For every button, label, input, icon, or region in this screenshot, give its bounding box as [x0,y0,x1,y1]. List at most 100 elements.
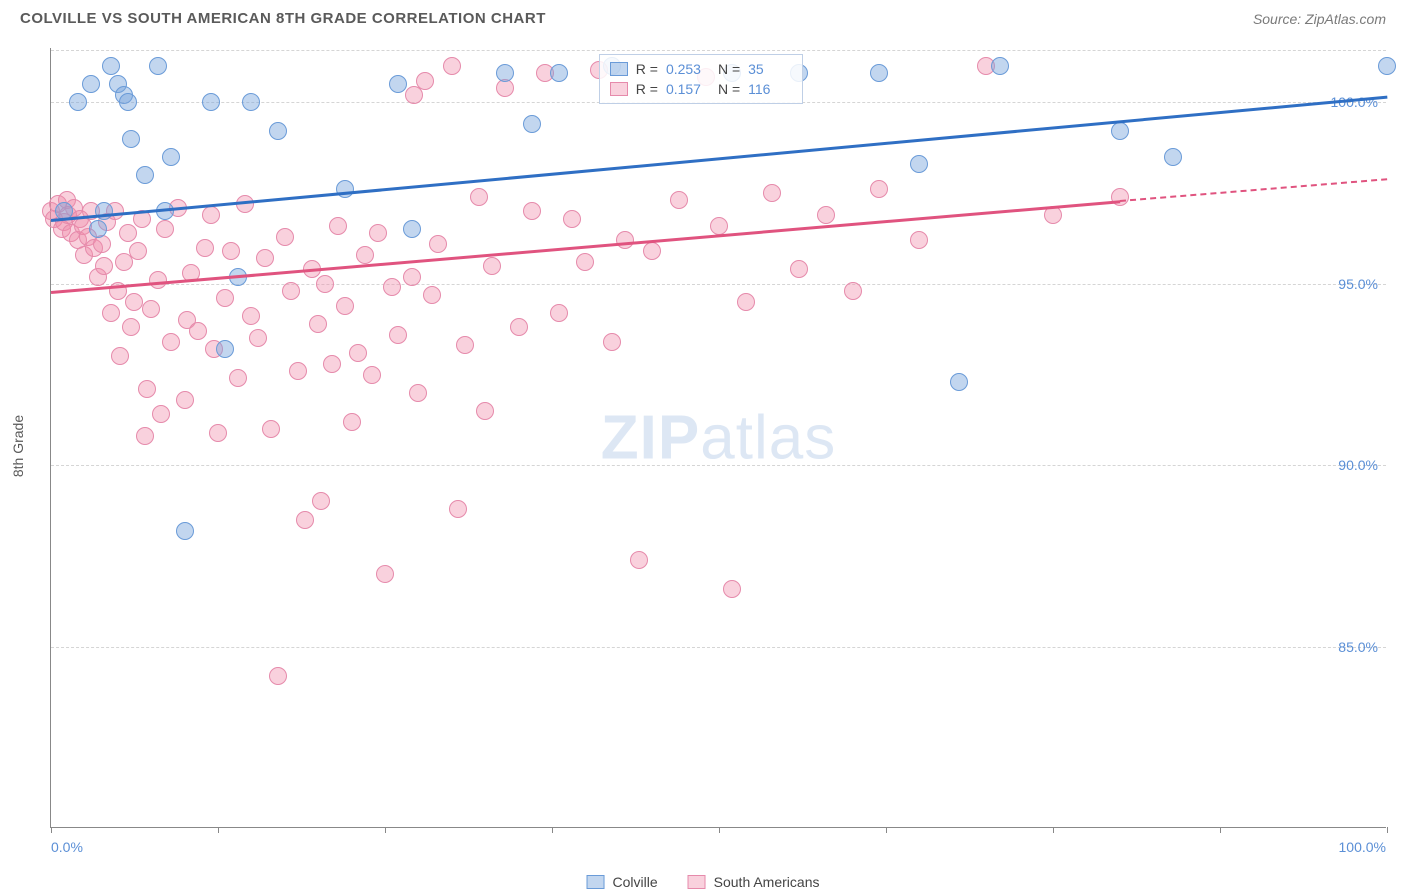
x-tick [1220,827,1221,833]
data-point [138,380,156,398]
trend-line [1120,179,1387,203]
data-point [69,93,87,111]
data-point [389,75,407,93]
data-point [156,220,174,238]
data-point [523,202,541,220]
x-tick [385,827,386,833]
data-point [496,64,514,82]
x-tick [886,827,887,833]
data-point [216,289,234,307]
data-point [910,231,928,249]
data-point [510,318,528,336]
legend-item-label: South Americans [714,874,820,890]
data-point [870,180,888,198]
watermark: ZIPatlas [601,402,836,473]
data-point [329,217,347,235]
data-point [189,322,207,340]
data-point [356,246,374,264]
legend-n-label: N = [718,61,740,77]
data-point [950,373,968,391]
data-point [119,224,137,242]
data-point [136,427,154,445]
data-point [763,184,781,202]
data-point [576,253,594,271]
data-point [991,57,1009,75]
data-point [242,307,260,325]
data-point [289,362,307,380]
data-point [162,333,180,351]
data-point [323,355,341,373]
gridline [51,50,1386,51]
data-point [630,551,648,569]
data-point [176,522,194,540]
data-point [429,235,447,253]
x-tick [218,827,219,833]
legend-r-value: 0.157 [666,81,710,97]
x-tick [1387,827,1388,833]
x-tick-label: 100.0% [1339,839,1386,855]
data-point [249,329,267,347]
data-point [202,206,220,224]
data-point [603,333,621,351]
data-point [152,405,170,423]
legend-swatch [587,875,605,889]
data-point [363,366,381,384]
data-point [403,220,421,238]
legend-swatch [610,82,628,96]
data-point [216,340,234,358]
y-tick-label: 90.0% [1338,457,1378,473]
data-point [790,260,808,278]
data-point [102,304,120,322]
legend-item: Colville [587,874,658,890]
data-point [389,326,407,344]
data-point [119,93,137,111]
bottom-legend: Colville South Americans [587,874,820,890]
data-point [737,293,755,311]
data-point [523,115,541,133]
data-point [282,282,300,300]
data-point [550,304,568,322]
data-point [349,344,367,362]
data-point [817,206,835,224]
correlation-legend: R =0.253N =35R =0.157N =116 [599,54,803,104]
legend-r-label: R = [636,61,658,77]
data-point [176,391,194,409]
x-tick [719,827,720,833]
trend-line [51,95,1387,221]
data-point [870,64,888,82]
legend-n-label: N = [718,81,740,97]
data-point [844,282,862,300]
data-point [242,93,260,111]
data-point [336,297,354,315]
data-point [403,268,421,286]
data-point [456,336,474,354]
data-point [563,210,581,228]
data-point [196,239,214,257]
legend-item: South Americans [688,874,820,890]
legend-swatch [610,62,628,76]
data-point [89,220,107,238]
data-point [262,420,280,438]
data-point [309,315,327,333]
data-point [470,188,488,206]
chart-source: Source: ZipAtlas.com [1253,11,1386,27]
legend-row: R =0.253N =35 [610,59,792,79]
gridline [51,284,1386,285]
data-point [1164,148,1182,166]
data-point [670,191,688,209]
data-point [122,318,140,336]
data-point [550,64,568,82]
data-point [1111,122,1129,140]
data-point [82,75,100,93]
data-point [296,511,314,529]
chart-area: 85.0%90.0%95.0%100.0%0.0%100.0%ZIPatlasR… [50,48,1386,828]
data-point [409,384,427,402]
data-point [376,565,394,583]
data-point [269,667,287,685]
data-point [316,275,334,293]
data-point [209,424,227,442]
data-point [125,293,143,311]
legend-n-value: 35 [748,61,792,77]
data-point [312,492,330,510]
data-point [383,278,401,296]
